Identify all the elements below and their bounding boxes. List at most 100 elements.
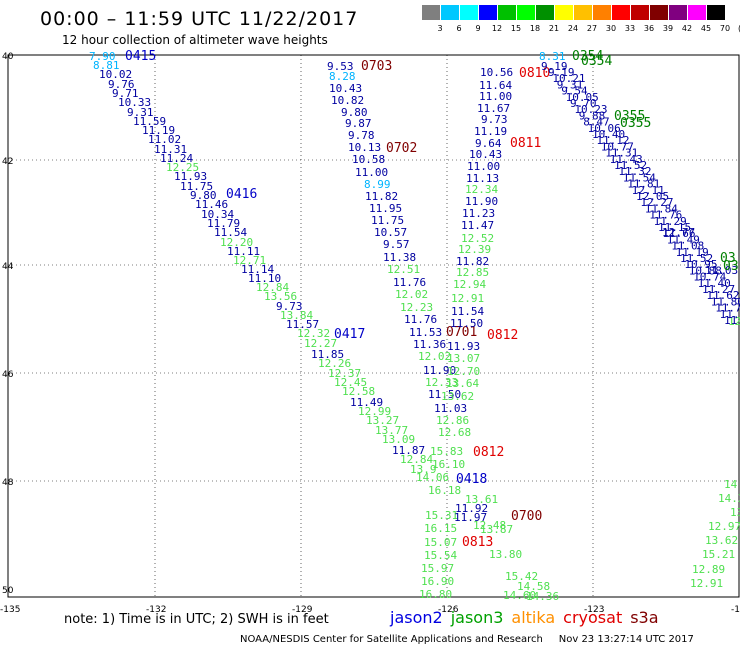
wave-height-label: 10.33 [118, 96, 151, 109]
wave-height-label: 11.75 [371, 214, 404, 227]
wave-height-label: 11.21 [724, 314, 740, 327]
wave-height-label: 11.67 [477, 102, 510, 115]
wave-height-label: 11.33 [720, 308, 740, 321]
wave-height-label: 11.93 [447, 340, 480, 353]
wave-height-label: 10.02 [99, 68, 132, 81]
wave-height-label: 10.58 [352, 153, 385, 166]
wave-height-label: 10.40 [592, 128, 625, 141]
wave-height-label: 14.06 [416, 471, 449, 484]
wave-height-label: 11.57 [286, 318, 319, 331]
wave-height-label: 14.60 [503, 589, 536, 602]
wave-height-label: 11.14 [241, 263, 274, 276]
wave-height-label: 11.84 [645, 202, 678, 215]
wave-height-label: 9.73 [481, 113, 508, 126]
pass-label: 0812 [473, 445, 504, 460]
wave-height-label: 10.05 [566, 91, 599, 104]
wave-height-label: 11.93 [174, 170, 207, 183]
wave-height-label: 10.06 [588, 122, 621, 135]
wave-height-label: 11.46 [195, 198, 228, 211]
wave-height-label: 11.76 [649, 209, 682, 222]
wave-height-label: 12.91 [690, 577, 723, 590]
scale-label: 33 [624, 24, 636, 33]
pass-label: 0355 [620, 116, 651, 131]
scale-swatch [631, 5, 649, 20]
wave-height-label: 16.18 [428, 484, 461, 497]
wave-height-label: 10.43 [469, 148, 502, 161]
lon-tick-label: -120 [731, 605, 740, 615]
wave-height-label: 11.54 [623, 171, 656, 184]
wave-height-label: 11.54 [214, 226, 247, 239]
wave-height-label: 12.99 [358, 405, 391, 418]
lat-tick-label: 46 [2, 370, 14, 380]
wave-height-label: 11.80 [711, 295, 740, 308]
wave-height-label: 11.03 [705, 264, 738, 277]
wave-height-label: 9.80 [190, 189, 217, 202]
pass-label: 0355 [614, 109, 645, 124]
wave-height-label: 12.89 [692, 563, 725, 576]
wave-height-label: 12.51 [387, 263, 420, 276]
wave-height-label: 12.48 [473, 519, 506, 532]
wave-height-label: 11.11 [227, 245, 260, 258]
pass-label: 0415 [125, 49, 156, 64]
wave-height-label: 16.10 [432, 458, 465, 471]
wave-height-label: 11.79 [207, 217, 240, 230]
scale-swatch [669, 5, 687, 20]
wave-height-label: 12.52 [461, 232, 494, 245]
wave-height-label: 12.91 [451, 292, 484, 305]
wave-height-label: 12.84 [256, 281, 289, 294]
wave-height-label: 13.61 [465, 493, 498, 506]
lon-tick-label: -129 [292, 605, 313, 615]
pass-label: 0702 [386, 141, 417, 156]
wave-height-label: 10.13 [348, 141, 381, 154]
pass-label: 0703 [361, 59, 392, 74]
pass-label: 0701 [446, 325, 477, 340]
wave-height-label: 9.73 [276, 300, 303, 313]
credit-line: NOAA/NESDIS Center for Satellite Applica… [240, 634, 694, 645]
wave-height-label: 12.70 [447, 365, 480, 378]
wave-height-label: 11.97 [454, 511, 487, 524]
wave-height-label: 11.15 [658, 221, 691, 234]
wave-height-label: 12.27 [640, 196, 673, 209]
legend-jason3: jason3 [450, 608, 504, 627]
wave-height-label: 10.74 [693, 271, 726, 284]
pass-label: 0416 [226, 187, 257, 202]
wave-height-label: 15.97 [421, 562, 454, 575]
scale-swatch [536, 5, 554, 20]
wave-height-label: 10.95 [684, 258, 717, 271]
wave-height-label: 11.90 [423, 364, 456, 377]
wave-height-label: 11.85 [311, 348, 344, 361]
wave-height-label: 11.53 [409, 326, 442, 339]
wave-height-label: 9.70 [570, 97, 597, 110]
wave-height-label: 11.52 [614, 159, 647, 172]
wave-height-label: 9.88 [579, 109, 606, 122]
wave-height-label: 12.71 [233, 254, 266, 267]
wave-height-label: 8.99 [364, 178, 391, 191]
wave-height-label: 12.32 [297, 327, 330, 340]
wave-height-label: 11.10 [248, 272, 281, 285]
wave-height-label: 13.84 [280, 309, 313, 322]
wave-height-label: 15.31 [425, 509, 458, 522]
scale-swatch [460, 5, 478, 20]
wave-height-label: 10.82 [331, 94, 364, 107]
wave-height-label: 7.90 [89, 50, 116, 63]
scale-label: 27 [586, 24, 598, 33]
wave-height-label: 16.15 [424, 522, 457, 535]
wave-height-label: 12.33 [425, 376, 458, 389]
pass-label: 0813 [462, 535, 493, 550]
wave-height-label: 13.62 [441, 390, 474, 403]
wave-height-label: 11.87 [392, 444, 425, 457]
pass-label: 0812 [487, 328, 518, 343]
scale-swatch [422, 5, 440, 20]
wave-height-label: 11.31 [605, 147, 638, 160]
wave-height-label: 11.49 [667, 233, 700, 246]
scale-label: 15 [510, 24, 522, 33]
wave-height-label: 11.19 [474, 125, 507, 138]
wave-height-label: 12.85 [456, 266, 489, 279]
wave-height-label: 11.24 [160, 152, 193, 165]
wave-height-label: 11.62 [706, 289, 739, 302]
pass-label: 0418 [456, 472, 487, 487]
wave-height-label: 11.13 [466, 172, 499, 185]
wave-height-label: 12.77 [662, 226, 695, 239]
map-frame [7, 54, 740, 598]
